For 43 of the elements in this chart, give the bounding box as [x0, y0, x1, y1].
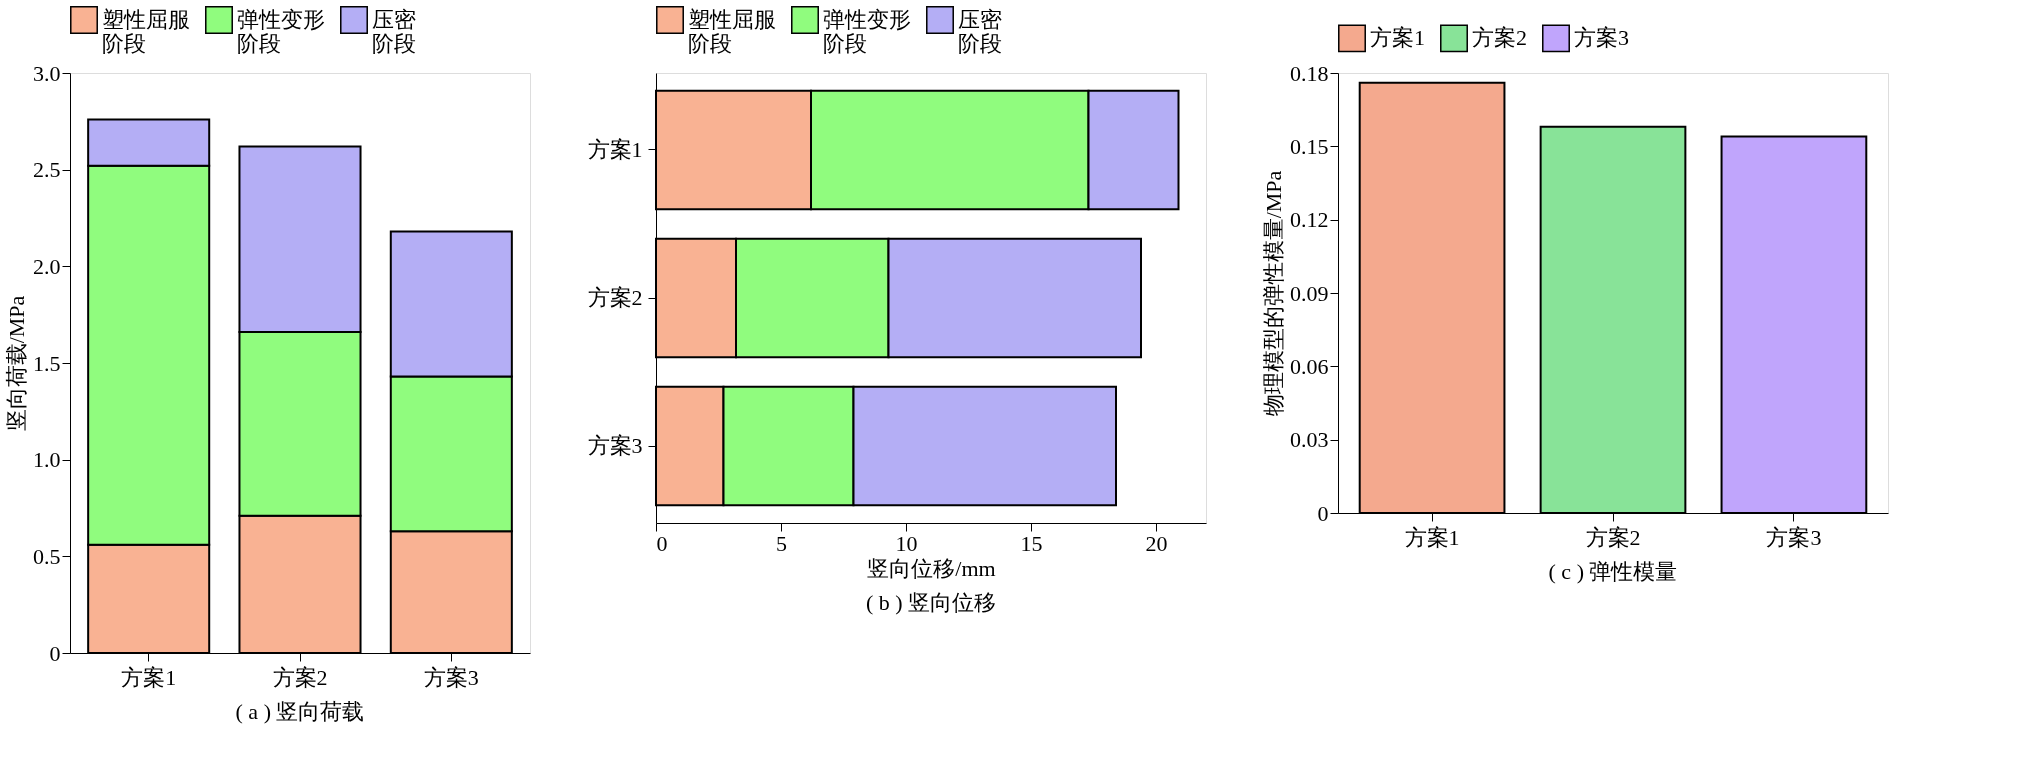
y-tick-label: 0.09 — [1290, 280, 1329, 306]
y-tick-label: 方案3 — [587, 433, 643, 459]
legend-label: 压密阶段 — [958, 7, 1002, 56]
y-tick-label: 2.5 — [33, 157, 61, 183]
y-tick-label: 0.03 — [1290, 427, 1329, 453]
legend-label: 压密阶段 — [372, 7, 416, 56]
text: ( c ) 弹性模量 — [1548, 559, 1678, 584]
y-tick-label: 方案1 — [587, 136, 643, 162]
legend-label: 弹性变形阶段 — [237, 7, 325, 56]
y-tick-label: 0.5 — [33, 543, 61, 569]
x-tick-label: 方案2 — [1585, 524, 1641, 550]
y-tick-label: 1.0 — [33, 447, 61, 473]
series-label: 塑性屈服阶段 — [688, 7, 776, 56]
x-tick-label: 15 — [1020, 530, 1043, 556]
x-tick-label: 20 — [1145, 530, 1168, 556]
x-tick-label: 方案1 — [121, 664, 177, 690]
y-tick-label: 0.12 — [1290, 207, 1329, 233]
legend-label: 塑性屈服阶段 — [102, 7, 190, 56]
text: ( a ) 竖向荷载 — [235, 699, 365, 724]
y-axis-title: 竖向荷载/MPa — [4, 295, 29, 432]
x-tick-label: 10 — [895, 530, 918, 556]
legend-label: 方案1 — [1370, 25, 1425, 51]
x-tick-label: 方案3 — [1766, 524, 1822, 550]
y-tick-label: 1.5 — [33, 350, 61, 376]
x-tick-label: 5 — [776, 530, 787, 556]
y-tick-label: 0.15 — [1290, 133, 1329, 159]
x-tick-label: 方案1 — [1404, 524, 1460, 550]
x-tick-label: 方案2 — [272, 664, 328, 690]
y-tick-label: 0.18 — [1290, 60, 1329, 86]
y-tick-label: 0.06 — [1290, 353, 1329, 379]
x-tick-label: 方案3 — [423, 664, 479, 690]
x-tick-label: 0 — [656, 530, 668, 556]
legend-label: 方案3 — [1574, 25, 1629, 51]
text: ( b ) 竖向位移 — [865, 590, 997, 615]
legend-label: 弹性变形阶段 — [823, 7, 911, 56]
y-tick-label: 方案2 — [587, 285, 643, 310]
legend-label: 方案2 — [1472, 25, 1527, 51]
y-axis-title: 物理模型的弹性模量/MPa — [1261, 170, 1286, 417]
y-tick-label: 0 — [1317, 500, 1329, 526]
x-axis-title: 竖向位移/mm — [867, 555, 996, 581]
y-tick-label: 0 — [49, 640, 61, 666]
y-tick-label: 2.0 — [33, 253, 61, 279]
y-tick-label: 3.0 — [33, 60, 61, 86]
